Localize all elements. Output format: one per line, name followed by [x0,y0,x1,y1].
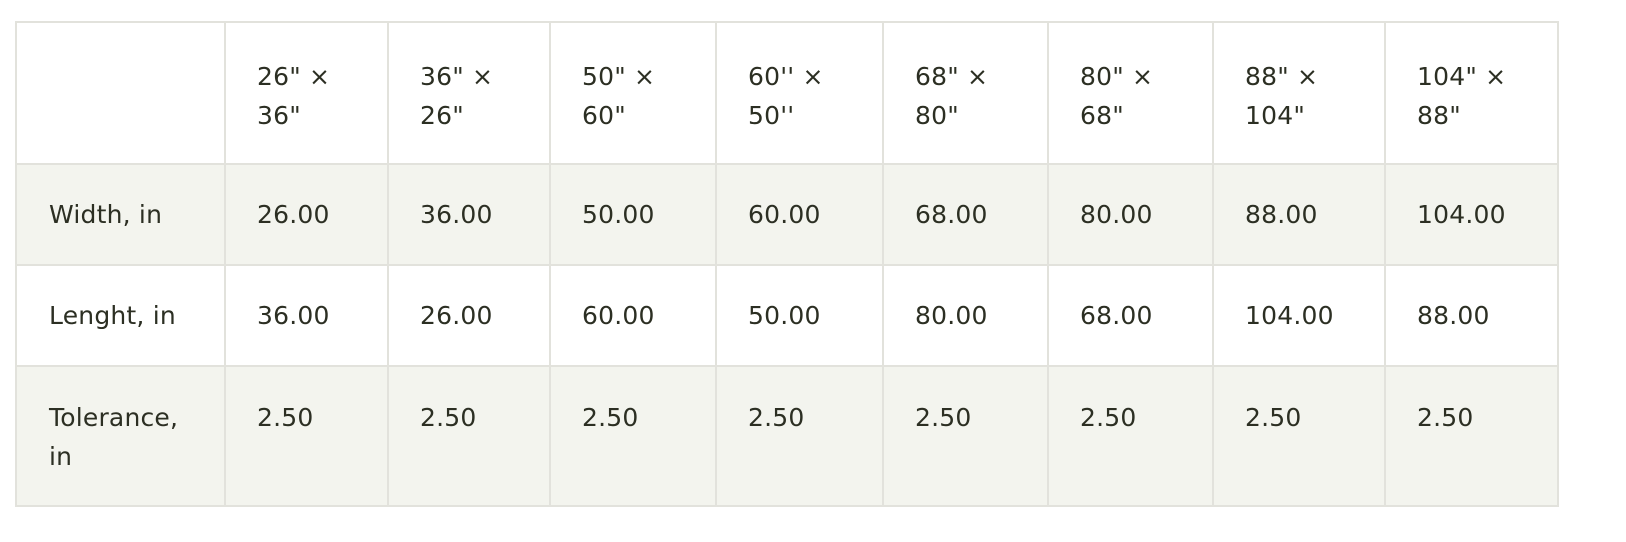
size-header: 68" × 80" [882,21,1049,165]
size-header: 50" × 60" [549,21,717,165]
size-header: 88" × 104" [1212,21,1386,165]
table-cell: 2.50 [715,365,884,507]
cell-value: 88.00 [1417,301,1490,330]
cell-value: 60.00 [748,200,821,229]
table-cell: 36.00 [387,163,551,266]
cell-value: 26.00 [420,301,493,330]
row-label-line1: Tolerance, [49,403,179,432]
table-cell: 68.00 [882,163,1049,266]
table-cell: 60.00 [715,163,884,266]
size-header-line2: 50'' [748,101,795,130]
header-row: 26" × 36" 36" × 26" 50" × 60" 60'' × 50'' 68… [15,21,1559,165]
table-cell: 26.00 [224,163,389,266]
row-label-line2: in [49,442,73,471]
table-cell: 50.00 [715,264,884,367]
table-cell: 80.00 [1047,163,1214,266]
cell-value: 50.00 [582,200,655,229]
cell-value: 2.50 [748,403,805,432]
cell-value: 26.00 [257,200,330,229]
table-cell: 104.00 [1384,163,1559,266]
cell-value: 68.00 [1080,301,1153,330]
cell-value: 2.50 [1080,403,1137,432]
size-header-line2: 104" [1245,101,1306,130]
row-label: Lenght, in [15,264,226,367]
table-cell: 2.50 [387,365,551,507]
size-header-line2: 80" [915,101,959,130]
size-header-line2: 60" [582,101,626,130]
cell-value: 2.50 [1417,403,1474,432]
cell-value: 104.00 [1417,200,1506,229]
cell-value: 2.50 [420,403,477,432]
table-row-tolerance: Tolerance, in 2.50 2.50 2.50 2.50 2.50 2.… [15,365,1559,507]
table-cell: 88.00 [1212,163,1386,266]
corner-cell [15,21,226,165]
size-header: 26" × 36" [224,21,389,165]
row-label: Width, in [15,163,226,266]
cell-value: 80.00 [915,301,988,330]
size-header-line1: 88" × [1245,62,1319,91]
table-row-width: Width, in 26.00 36.00 50.00 60.00 68.00 … [15,163,1559,266]
cell-value: 50.00 [748,301,821,330]
corner-label [17,23,224,57]
table-cell: 26.00 [387,264,551,367]
table-cell: 36.00 [224,264,389,367]
size-header-line1: 36" × [420,62,494,91]
size-header-line2: 88" [1417,101,1461,130]
cell-value: 60.00 [582,301,655,330]
table-cell: 2.50 [1212,365,1386,507]
cell-value: 36.00 [420,200,493,229]
size-header: 36" × 26" [387,21,551,165]
table-cell: 2.50 [549,365,717,507]
size-header: 80" × 68" [1047,21,1214,165]
size-header-line1: 60'' × [748,62,824,91]
size-header-line1: 80" × [1080,62,1154,91]
size-table: 26" × 36" 36" × 26" 50" × 60" 60'' × 50'' 68… [15,21,1559,507]
size-header-line1: 50" × [582,62,656,91]
size-header-line2: 36" [257,101,301,130]
cell-value: 80.00 [1080,200,1153,229]
table-row-length: Lenght, in 36.00 26.00 60.00 50.00 80.00… [15,264,1559,367]
size-chart: 26" × 36" 36" × 26" 50" × 60" 60'' × 50'' 68… [15,21,1559,507]
cell-value: 68.00 [915,200,988,229]
row-label-text: Lenght, in [49,301,176,330]
size-header-line2: 26" [420,101,464,130]
table-cell: 80.00 [882,264,1049,367]
table-cell: 2.50 [224,365,389,507]
cell-value: 104.00 [1245,301,1334,330]
cell-value: 2.50 [257,403,314,432]
cell-value: 36.00 [257,301,330,330]
size-header-line1: 68" × [915,62,989,91]
table-cell: 2.50 [1047,365,1214,507]
cell-value: 2.50 [1245,403,1302,432]
table-cell: 88.00 [1384,264,1559,367]
cell-value: 2.50 [915,403,972,432]
table-cell: 50.00 [549,163,717,266]
size-header: 104" × 88" [1384,21,1559,165]
size-header-line1: 26" × [257,62,331,91]
cell-value: 2.50 [582,403,639,432]
table-cell: 68.00 [1047,264,1214,367]
table-cell: 2.50 [1384,365,1559,507]
cell-value: 88.00 [1245,200,1318,229]
table-cell: 2.50 [882,365,1049,507]
size-header-line2: 68" [1080,101,1124,130]
table-cell: 104.00 [1212,264,1386,367]
size-header-line1: 104" × [1417,62,1507,91]
size-header: 60'' × 50'' [715,21,884,165]
row-label: Tolerance, in [15,365,226,507]
table-cell: 60.00 [549,264,717,367]
row-label-text: Width, in [49,200,163,229]
